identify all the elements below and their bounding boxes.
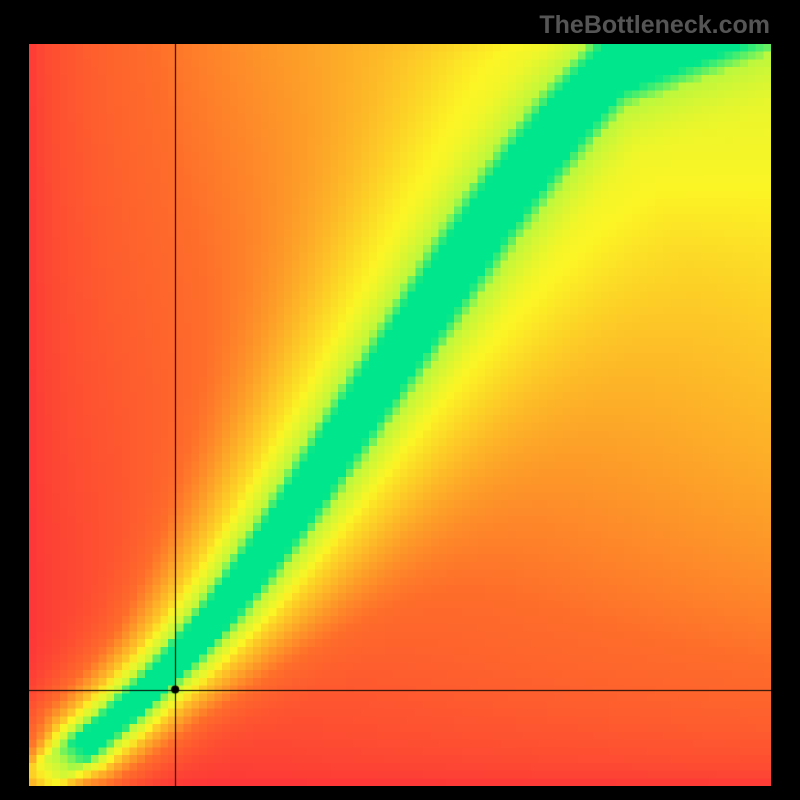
crosshair-overlay (29, 44, 771, 786)
watermark-text: TheBottleneck.com (539, 11, 770, 40)
chart-container: TheBottleneck.com (0, 0, 800, 800)
